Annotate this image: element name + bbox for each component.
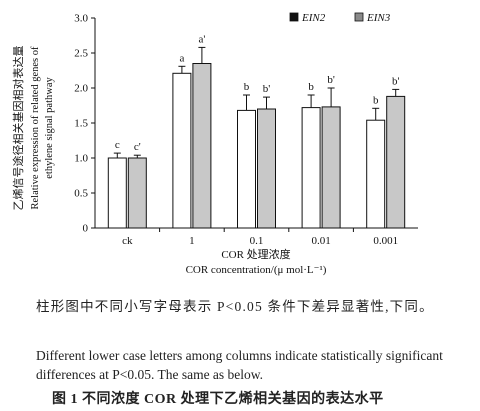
x-tick-label: 0.01: [311, 235, 330, 247]
y-tick-label: 1.5: [74, 118, 88, 130]
significance-letter: a': [198, 33, 205, 45]
x-tick-label: 0.1: [250, 235, 264, 247]
bar: [321, 106, 341, 229]
x-tick-label: ck: [122, 235, 133, 247]
x-tick-label: 1: [189, 235, 195, 247]
y-tick-label: 0: [83, 223, 89, 235]
significance-note-cn: 柱形图中不同小写字母表示 P<0.05 条件下差异显著性,下同。: [36, 299, 434, 314]
bar-series: c c' a a' b b' b b' b b': [107, 33, 406, 229]
y-tick-label: 3.0: [74, 13, 88, 25]
legend-swatch: [354, 12, 364, 22]
bar: [257, 108, 276, 229]
figure-title: 图 1 不同浓度 COR 处理下乙烯相关基因的表达水平: [52, 392, 384, 407]
legend: EIN2 EIN3: [289, 12, 391, 24]
significance-note-en: Different lower case letters among colum…: [36, 348, 443, 382]
bar-chart: 乙烯信号途径相关基因相对表达量 Relative expression of r…: [11, 12, 418, 276]
legend-label: EIN3: [366, 12, 391, 24]
bar: [172, 72, 192, 229]
bar: [386, 95, 406, 229]
y-axis-title-en-1: Relative expression of related genes of: [30, 46, 41, 209]
significance-letter: b: [244, 81, 250, 93]
bar: [192, 63, 212, 229]
y-tick-label: 2.0: [74, 83, 88, 95]
y-axis-title-cn: 乙烯信号途径相关基因相对表达量: [11, 46, 25, 211]
significance-letter: c: [115, 139, 120, 151]
y-tick-label: 2.5: [74, 48, 88, 60]
y-tick-label: 1.0: [74, 153, 88, 165]
significance-letter: b: [308, 81, 314, 93]
bar: [127, 157, 147, 229]
y-tick-label: 0.5: [74, 188, 88, 200]
significance-letter: a: [179, 52, 184, 64]
significance-letter: b': [392, 75, 400, 87]
bar: [237, 109, 256, 229]
x-axis-title-cn: COR 处理浓度: [221, 247, 290, 261]
legend-label: EIN2: [301, 12, 326, 24]
x-axis-ticks: ck 1 0.1 0.01 0.001: [122, 228, 398, 247]
bar: [301, 107, 321, 229]
y-axis-ticks: 0 0.5 1.0 1.5 2.0 2.5 3.0: [74, 13, 95, 235]
x-axis-title-en: COR concentration/(μ mol·L⁻¹): [186, 264, 327, 276]
bar: [107, 157, 127, 229]
significance-letter: b: [373, 94, 379, 106]
significance-letter: b': [327, 74, 335, 86]
y-axis-title: 乙烯信号途径相关基因相对表达量 Relative expression of r…: [11, 46, 55, 211]
significance-letter: c': [134, 141, 141, 153]
significance-letter: b': [263, 83, 271, 95]
bar: [366, 119, 386, 229]
y-axis-title-en-2: ethylene signal pathway: [44, 77, 55, 179]
legend-swatch: [289, 12, 299, 22]
x-tick-label: 0.001: [373, 235, 398, 247]
